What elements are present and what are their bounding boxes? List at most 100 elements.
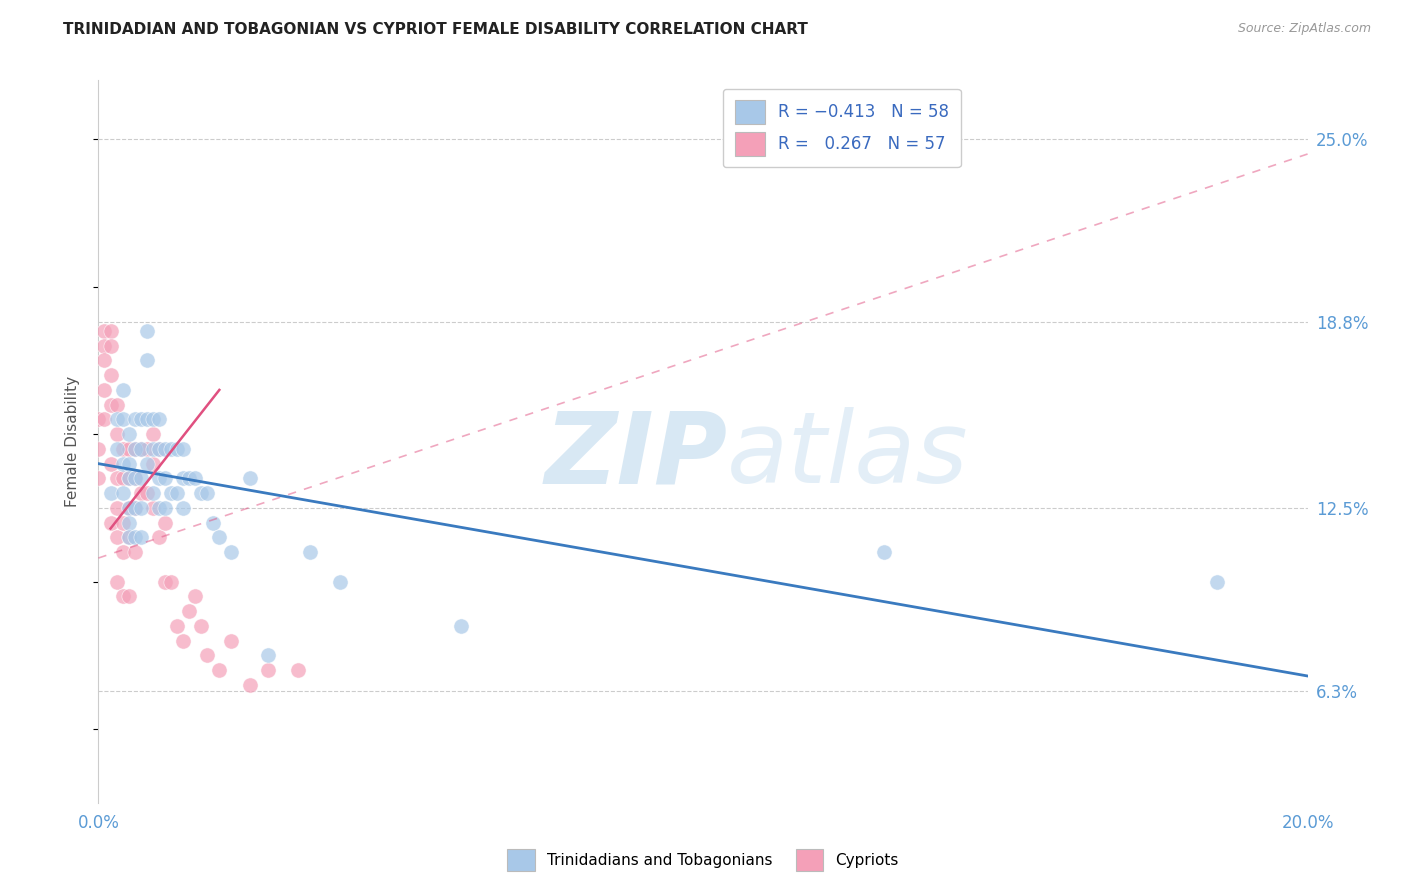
Point [172, 500, 194, 515]
Y-axis label: Female Disability: Female Disability [65, 376, 80, 508]
Point [135, 353, 157, 368]
Point [299, 545, 322, 559]
Point [93, 412, 115, 426]
Point [129, 471, 152, 485]
Point [166, 619, 188, 633]
Point [166, 442, 188, 456]
Point [190, 619, 212, 633]
Point [100, 398, 122, 412]
Point [135, 486, 157, 500]
Point [142, 442, 165, 456]
Point [111, 486, 134, 500]
Point [142, 427, 165, 442]
Point [129, 500, 152, 515]
Legend: R = −0.413   N = 58, R =   0.267   N = 57: R = −0.413 N = 58, R = 0.267 N = 57 [723, 88, 960, 168]
Point [93, 339, 115, 353]
Text: Source: ZipAtlas.com: Source: ZipAtlas.com [1237, 22, 1371, 36]
Point [202, 516, 225, 530]
Point [153, 442, 176, 456]
Point [329, 574, 352, 589]
Point [450, 619, 472, 633]
Point [256, 648, 278, 663]
Point [100, 486, 122, 500]
Point [111, 471, 134, 485]
Point [111, 383, 134, 397]
Point [105, 398, 128, 412]
Point [195, 648, 218, 663]
Point [105, 471, 128, 485]
Point [135, 412, 157, 426]
Point [93, 324, 115, 338]
Text: TRINIDADIAN AND TOBAGONIAN VS CYPRIOT FEMALE DISABILITY CORRELATION CHART: TRINIDADIAN AND TOBAGONIAN VS CYPRIOT FE… [63, 22, 808, 37]
Point [124, 471, 146, 485]
Point [124, 500, 146, 515]
Point [105, 530, 128, 544]
Point [873, 545, 896, 559]
Point [135, 442, 157, 456]
Point [179, 604, 201, 618]
Point [118, 471, 141, 485]
Point [111, 590, 134, 604]
Point [239, 471, 262, 485]
Point [124, 530, 146, 544]
Point [87, 412, 110, 426]
Point [153, 471, 176, 485]
Point [87, 442, 110, 456]
Point [208, 663, 231, 677]
Point [129, 442, 152, 456]
Point [129, 412, 152, 426]
Point [118, 427, 141, 442]
Point [153, 500, 176, 515]
Point [111, 412, 134, 426]
Point [142, 500, 165, 515]
Point [256, 663, 278, 677]
Point [124, 442, 146, 456]
Point [105, 427, 128, 442]
Point [93, 353, 115, 368]
Point [166, 486, 188, 500]
Point [148, 500, 170, 515]
Point [184, 471, 207, 485]
Text: atlas: atlas [727, 408, 969, 505]
Point [124, 442, 146, 456]
Point [118, 530, 141, 544]
Point [160, 442, 183, 456]
Point [118, 471, 141, 485]
Point [135, 324, 157, 338]
Point [172, 633, 194, 648]
Point [111, 442, 134, 456]
Point [124, 412, 146, 426]
Point [184, 590, 207, 604]
Point [118, 442, 141, 456]
Point [160, 574, 183, 589]
Point [105, 442, 128, 456]
Point [124, 471, 146, 485]
Point [111, 457, 134, 471]
Point [124, 545, 146, 559]
Point [148, 530, 170, 544]
Point [118, 500, 141, 515]
Point [153, 574, 176, 589]
Point [142, 412, 165, 426]
Point [190, 486, 212, 500]
Point [129, 486, 152, 500]
Point [172, 442, 194, 456]
Point [118, 500, 141, 515]
Point [105, 412, 128, 426]
Point [221, 633, 243, 648]
Point [195, 486, 218, 500]
Point [287, 663, 309, 677]
Point [118, 516, 141, 530]
Point [239, 678, 262, 692]
Point [135, 457, 157, 471]
Point [100, 457, 122, 471]
Point [100, 516, 122, 530]
Point [111, 545, 134, 559]
Point [179, 471, 201, 485]
Point [148, 412, 170, 426]
Point [142, 486, 165, 500]
Point [148, 471, 170, 485]
Point [129, 530, 152, 544]
Point [129, 442, 152, 456]
Point [105, 500, 128, 515]
